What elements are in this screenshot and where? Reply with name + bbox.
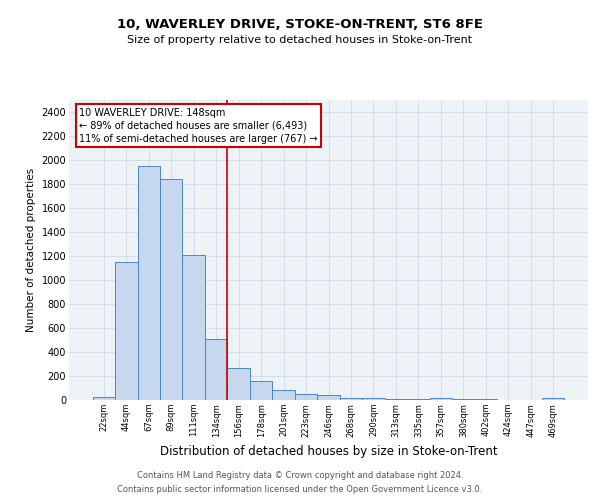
Bar	[430, 398, 452, 400]
Bar	[160, 179, 182, 400]
Bar	[295, 394, 317, 400]
Text: Size of property relative to detached houses in Stoke-on-Trent: Size of property relative to detached ho…	[127, 35, 473, 45]
Bar	[182, 255, 205, 400]
Bar	[362, 398, 385, 400]
Y-axis label: Number of detached properties: Number of detached properties	[26, 168, 36, 332]
X-axis label: Distribution of detached houses by size in Stoke-on-Trent: Distribution of detached houses by size …	[160, 445, 497, 458]
Bar	[272, 390, 295, 400]
Text: Contains public sector information licensed under the Open Government Licence v3: Contains public sector information licen…	[118, 485, 482, 494]
Text: 10, WAVERLEY DRIVE, STOKE-ON-TRENT, ST6 8FE: 10, WAVERLEY DRIVE, STOKE-ON-TRENT, ST6 …	[117, 18, 483, 30]
Bar	[137, 166, 160, 400]
Bar	[385, 399, 407, 400]
Bar	[542, 398, 565, 400]
Bar	[340, 398, 362, 400]
Bar	[317, 395, 340, 400]
Bar	[250, 382, 272, 400]
Text: 10 WAVERLEY DRIVE: 148sqm
← 89% of detached houses are smaller (6,493)
11% of se: 10 WAVERLEY DRIVE: 148sqm ← 89% of detac…	[79, 108, 318, 144]
Bar	[115, 262, 137, 400]
Bar	[92, 397, 115, 400]
Bar	[205, 339, 227, 400]
Bar	[227, 368, 250, 400]
Text: Contains HM Land Registry data © Crown copyright and database right 2024.: Contains HM Land Registry data © Crown c…	[137, 471, 463, 480]
